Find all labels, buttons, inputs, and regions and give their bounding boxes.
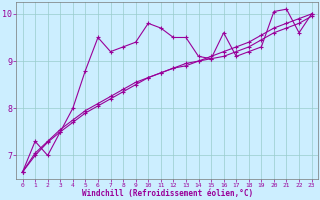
X-axis label: Windchill (Refroidissement éolien,°C): Windchill (Refroidissement éolien,°C)	[82, 189, 253, 198]
